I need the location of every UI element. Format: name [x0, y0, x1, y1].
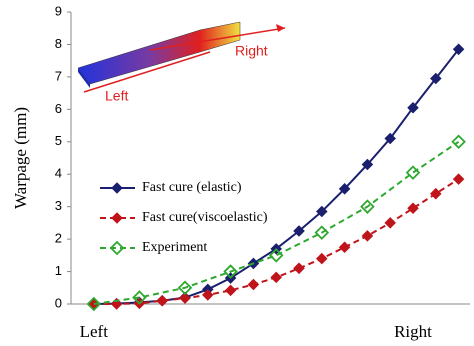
y-tick-label: 4: [55, 166, 62, 181]
y-tick-label: 8: [55, 36, 62, 51]
y-tick-label: 2: [55, 231, 62, 246]
y-tick-label: 0: [55, 295, 62, 310]
marker: [454, 175, 463, 184]
chart: Left Right Warpage (mm) 0 1 2 3 4 5 6 7 8 9 Left Ri…: [0, 0, 474, 346]
y-axis-label: Warpage (mm): [11, 107, 30, 209]
marker: [340, 243, 349, 252]
legend-marker: [113, 214, 122, 223]
y-tick-label: 7: [55, 68, 62, 83]
x-tick-label: Left: [80, 322, 109, 341]
marker: [295, 264, 304, 273]
y-tick-label: 6: [55, 101, 62, 116]
legend-label: Experiment: [142, 240, 207, 255]
y-tick-label: 5: [55, 133, 62, 148]
annotation: Left: [105, 88, 128, 104]
y-tick-label: 1: [55, 263, 62, 278]
legend-label: Fast cure (elastic): [142, 180, 242, 195]
marker: [363, 231, 372, 240]
y-tick-label: 3: [55, 198, 62, 213]
marker: [386, 218, 395, 227]
series-line: [94, 49, 459, 304]
marker: [226, 286, 235, 295]
marker: [272, 273, 281, 282]
marker: [317, 254, 326, 263]
x-tick-label: Right: [394, 322, 432, 341]
legend-label: Fast cure(viscoelastic): [142, 210, 268, 225]
annotation: Right: [235, 43, 268, 59]
marker: [249, 280, 258, 289]
legend-marker: [113, 184, 122, 193]
y-tick-label: 9: [55, 3, 62, 18]
